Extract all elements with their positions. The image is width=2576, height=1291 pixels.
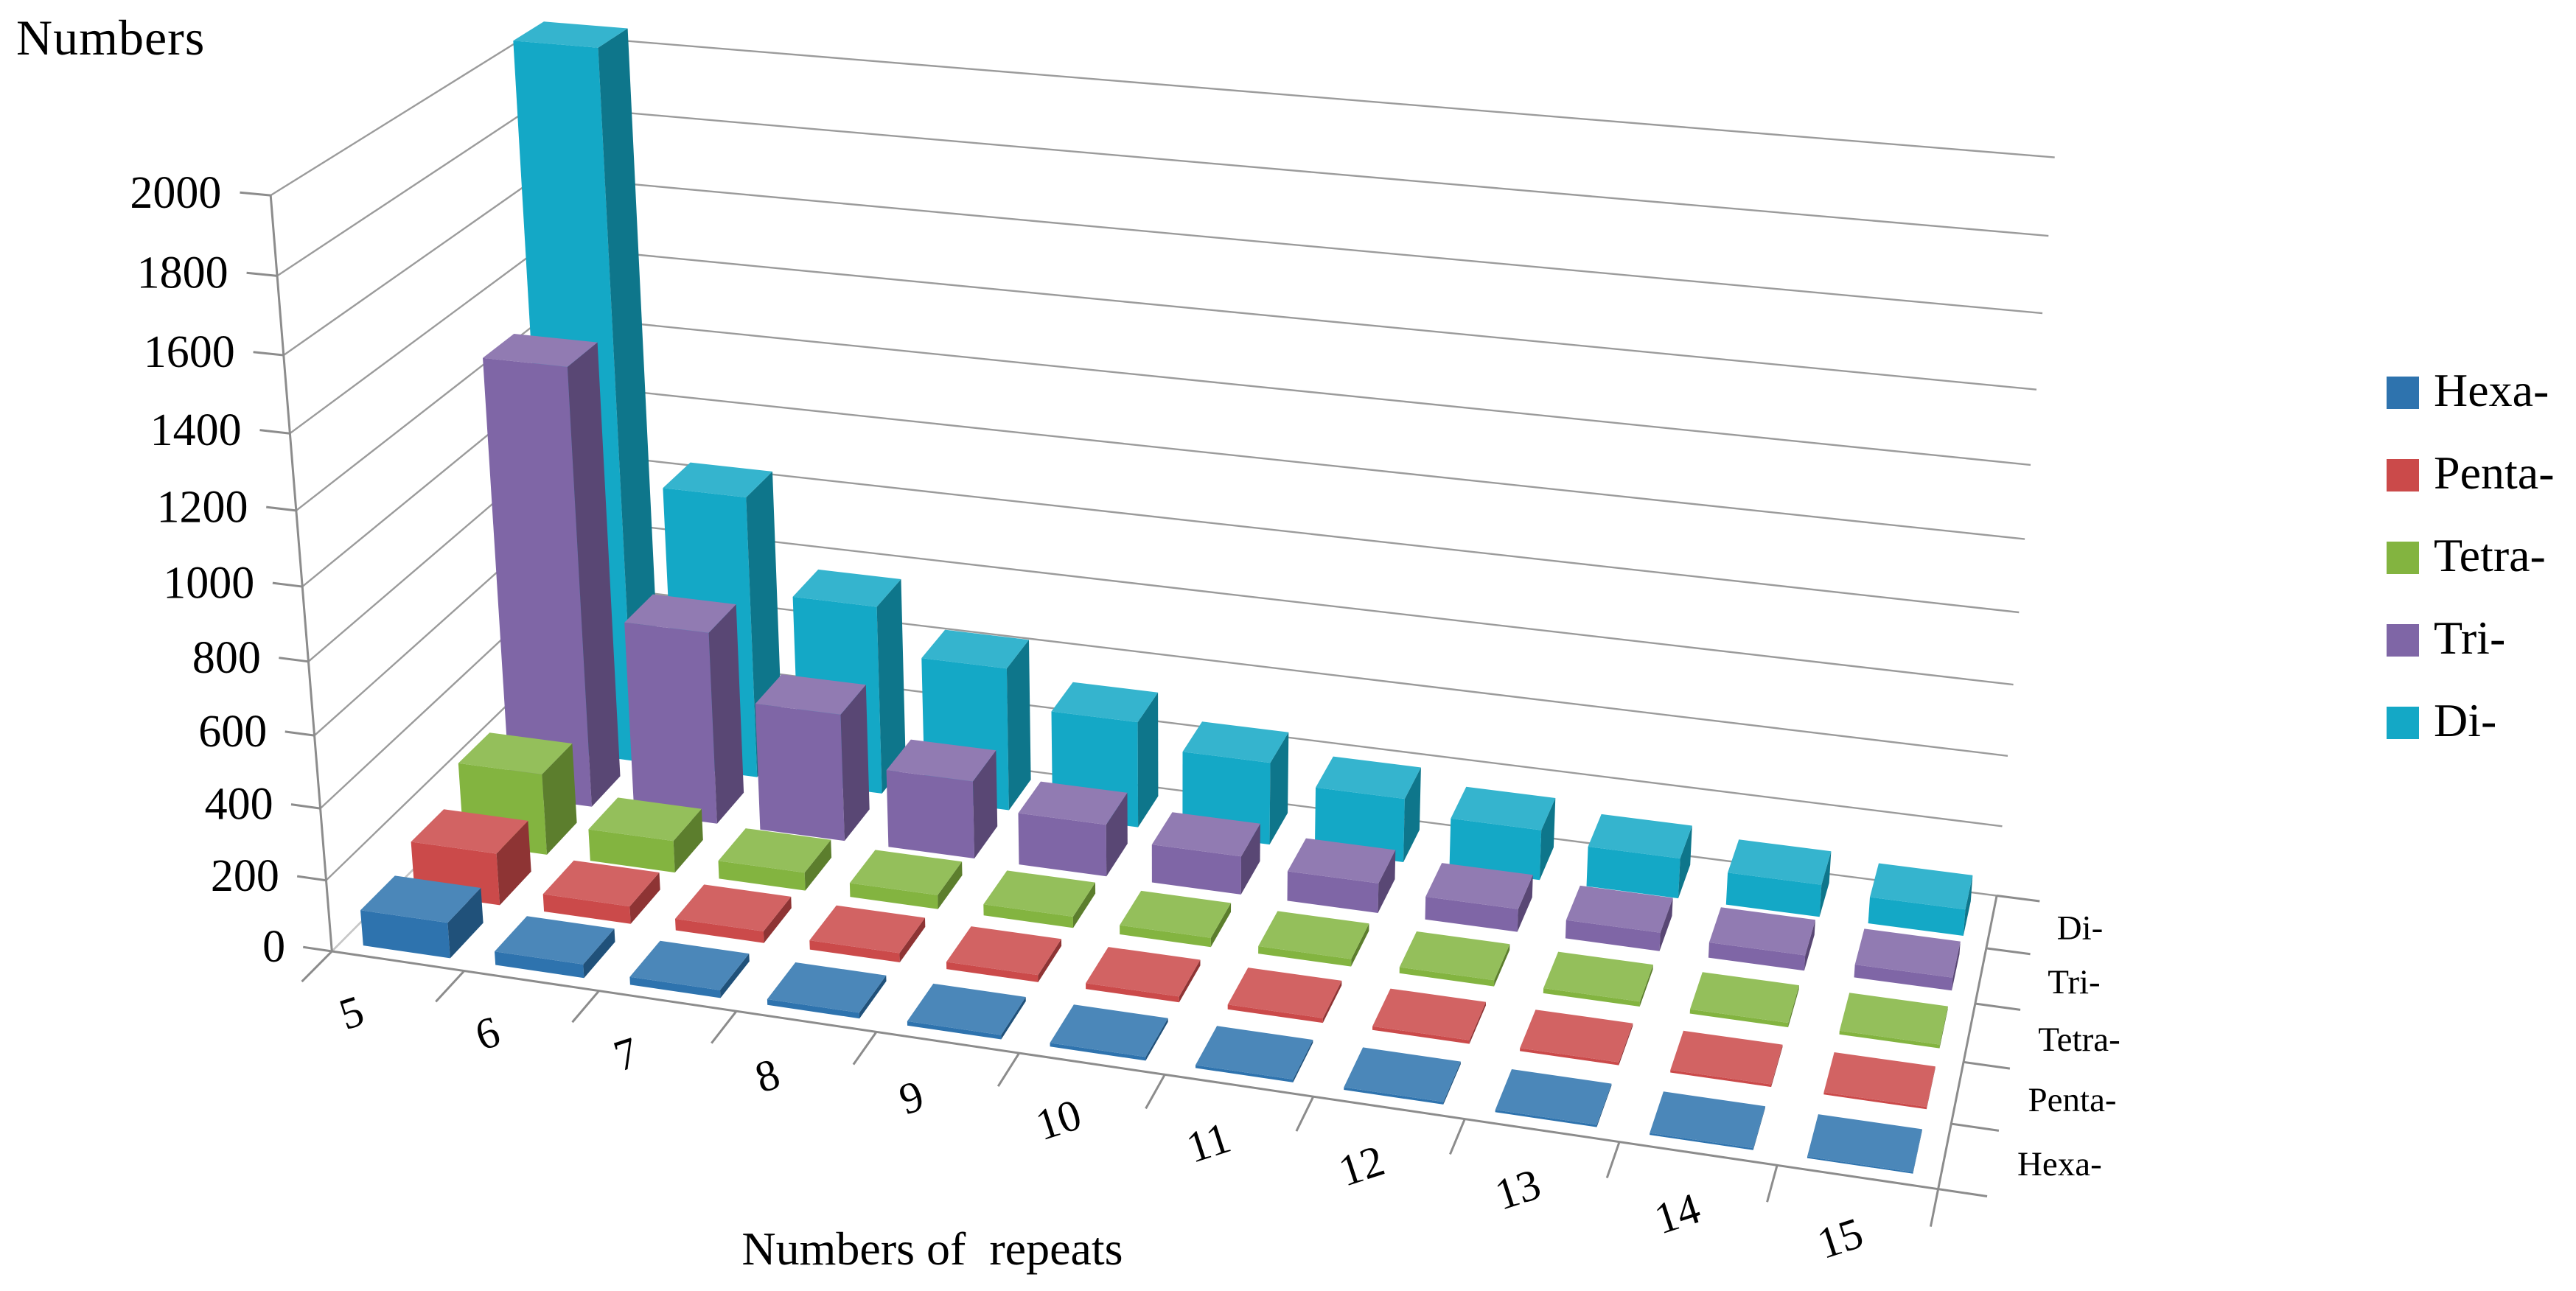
y-axis-title: Numbers (16, 10, 206, 66)
bar-hexa-13 (1495, 1069, 1612, 1127)
bar-tri-11 (1287, 838, 1396, 913)
x-tick-label: 9 (893, 1071, 929, 1124)
bar-tetra-8 (849, 850, 963, 909)
bar-tri-9 (1018, 781, 1128, 877)
depth-axis-label: Di- (2057, 909, 2104, 947)
bar-hexa-10 (1050, 1004, 1168, 1061)
x-tick-label: 15 (1812, 1208, 1868, 1268)
bar-di-14 (1725, 839, 1832, 917)
y-tick-label: 600 (198, 707, 267, 757)
y-tick-label: 1000 (163, 558, 254, 608)
legend-swatch-di-icon (2387, 707, 2419, 739)
bar-tri-10 (1151, 812, 1260, 895)
bar-tetra-11 (1258, 911, 1369, 967)
legend-label: Penta- (2434, 447, 2555, 499)
legend-swatch-hexa-icon (2387, 377, 2419, 409)
bars (360, 21, 1973, 1174)
legend-item-tri: Tri- (2387, 615, 2555, 662)
y-tick-label: 1200 (157, 482, 248, 532)
bar-hexa-5 (360, 875, 484, 959)
x-tick-label: 12 (1333, 1136, 1390, 1195)
legend-label: Tetra- (2434, 529, 2546, 581)
bar-di-15 (1868, 863, 1973, 936)
depth-axis: Hexa- Penta- Tetra- Tri- Di- (1937, 894, 2121, 1197)
x-tick-label: 11 (1181, 1113, 1236, 1172)
bar-penta-11 (1227, 968, 1342, 1024)
bar-penta-15 (1823, 1052, 1936, 1110)
bar-penta-9 (946, 926, 1062, 982)
bar-tri-13 (1565, 885, 1673, 951)
bar-penta-8 (809, 905, 926, 962)
legend-item-tetra: Tetra- (2387, 532, 2555, 579)
y-tick-label: 0 (262, 922, 285, 972)
bar-tri-8 (886, 739, 998, 858)
y-tick-label: 400 (205, 780, 273, 830)
x-tick-label: 5 (333, 986, 369, 1039)
bar-tetra-9 (983, 870, 1096, 928)
bar-di-12 (1449, 786, 1556, 881)
bar-tetra-7 (718, 828, 832, 891)
depth-axis-label: Hexa- (2017, 1145, 2102, 1183)
bar-hexa-12 (1344, 1047, 1461, 1105)
bar-di-13 (1586, 814, 1692, 899)
y-tick-label: 1400 (150, 405, 242, 455)
bar-penta-14 (1670, 1030, 1783, 1088)
bar-penta-10 (1086, 947, 1201, 1003)
bar-tri-6 (624, 594, 744, 824)
bar-tri-5 (483, 334, 621, 807)
y-axis: 0 200 400 600 800 1000 1200 1400 1600 1800 2000 (130, 168, 333, 972)
bar-hexa-14 (1650, 1091, 1766, 1150)
bar-tetra-12 (1399, 931, 1510, 987)
bar-tetra-13 (1543, 951, 1653, 1007)
bar-tetra-6 (588, 797, 703, 873)
bar-penta-13 (1520, 1010, 1633, 1066)
bar-tri-7 (755, 674, 870, 842)
bar-penta-6 (542, 860, 660, 924)
x-tick-label: 7 (608, 1028, 644, 1081)
bar-tetra-14 (1689, 972, 1799, 1028)
y-tick-label: 2000 (130, 168, 221, 218)
legend-swatch-tri-icon (2387, 624, 2419, 657)
x-tick-label: 13 (1490, 1159, 1546, 1219)
x-tick-label: 6 (470, 1007, 506, 1060)
legend: Hexa- Penta- Tetra- Tri- Di- (2387, 367, 2555, 744)
legend-label: Di- (2434, 694, 2497, 746)
bar-tri-14 (1708, 907, 1815, 971)
y-tick-label: 1600 (144, 327, 235, 377)
legend-item-hexa: Hexa- (2387, 367, 2555, 414)
legend-swatch-tetra-icon (2387, 542, 2419, 574)
legend-swatch-penta-icon (2387, 459, 2419, 491)
legend-item-penta: Penta- (2387, 449, 2555, 497)
y-tick-label: 200 (211, 851, 279, 901)
bar-hexa-6 (495, 916, 615, 979)
depth-axis-label: Tetra- (2038, 1021, 2121, 1059)
bar-hexa-11 (1195, 1026, 1313, 1082)
bar-penta-7 (675, 884, 792, 943)
bar-tetra-15 (1839, 993, 1948, 1049)
legend-label: Hexa- (2434, 364, 2549, 416)
bar-hexa-15 (1807, 1114, 1922, 1174)
bar-hexa-7 (629, 940, 750, 998)
bar-tetra-10 (1120, 890, 1232, 948)
depth-axis-label: Tri- (2048, 963, 2100, 1001)
y-tick-label: 800 (192, 633, 261, 683)
bar-penta-12 (1372, 988, 1486, 1044)
x-tick-label: 14 (1649, 1183, 1706, 1243)
legend-label: Tri- (2434, 612, 2506, 664)
depth-axis-label: Penta- (2028, 1081, 2117, 1119)
x-tick-label: 10 (1030, 1090, 1086, 1150)
y-tick-label: 1800 (137, 248, 228, 298)
x-tick-label: 8 (750, 1049, 786, 1102)
bar-hexa-8 (767, 962, 887, 1019)
bar-hexa-9 (907, 983, 1026, 1040)
bar-tri-12 (1425, 863, 1533, 932)
x-axis-title: Numbers of repeats (741, 1222, 1123, 1275)
bar-tri-15 (1854, 928, 1961, 991)
legend-item-di: Di- (2387, 697, 2555, 744)
